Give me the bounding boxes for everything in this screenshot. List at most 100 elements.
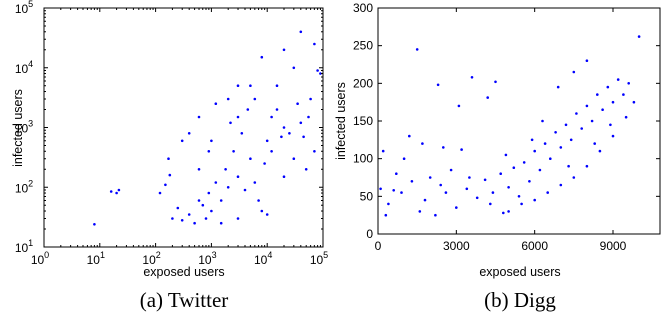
x-tick-label: 102 <box>142 250 160 267</box>
x-tick-label: 3000 <box>443 239 470 253</box>
scatter-point <box>491 191 495 194</box>
scatter-point <box>522 161 526 164</box>
y-tick-label: 104 <box>15 59 33 76</box>
scatter-point <box>265 139 269 143</box>
scatter-point <box>229 121 232 125</box>
scatter-point <box>180 139 184 143</box>
scatter-point <box>572 70 576 74</box>
scatter-point <box>475 196 479 200</box>
scatter-point <box>299 30 303 34</box>
scatter-point <box>418 210 422 213</box>
y-ticks-digg: 0 50 100 150 200 250 300 <box>353 1 660 241</box>
scatter-point <box>210 139 213 143</box>
scatter-point <box>585 59 589 62</box>
scatter-point <box>270 115 273 119</box>
scatter-point <box>402 157 406 160</box>
scatter-point <box>549 157 552 160</box>
scatter-point <box>246 108 250 111</box>
scatter-point <box>483 178 487 182</box>
scatter-point <box>193 221 196 225</box>
scatter-point <box>410 180 414 183</box>
scatter-point <box>280 135 283 139</box>
chart-digg: 0 3000 6000 9000 0 50 100 150 200 250 300 exposed… <box>334 1 661 312</box>
scatter-point <box>494 80 497 84</box>
scatter-point <box>395 172 398 175</box>
y-tick-label: 300 <box>353 1 373 15</box>
y-tick-label: 102 <box>15 178 33 195</box>
scatter-point <box>292 66 296 70</box>
scatter-point <box>601 108 604 111</box>
scatter-point <box>275 108 279 111</box>
plot-frame-twitter <box>43 7 324 248</box>
scatter-point <box>109 190 113 193</box>
scatter-point <box>559 183 563 187</box>
scatter-point <box>428 176 432 179</box>
scatter-point <box>627 82 630 85</box>
scatter-point <box>580 127 583 130</box>
scatter-point <box>236 175 240 178</box>
y-tick-label: 50 <box>360 189 374 203</box>
scatter-point <box>533 149 536 153</box>
scatter-point <box>214 181 218 184</box>
scatter-point <box>299 121 303 125</box>
scatter-point <box>260 55 264 59</box>
scatter-point <box>226 97 230 101</box>
scatter-point <box>219 221 223 225</box>
y-axis-label-digg: infected users <box>334 82 348 160</box>
x-axis-label-digg: exposed users <box>479 265 560 279</box>
scatter-point <box>282 126 286 129</box>
scatter-point <box>520 202 523 206</box>
x-tick-label: 100 <box>31 250 49 267</box>
scatter-point <box>265 213 269 216</box>
scatter-point <box>585 104 589 108</box>
scatter-point <box>507 210 510 213</box>
scatter-point <box>164 183 167 187</box>
scatter-point <box>434 213 437 217</box>
scatter-point <box>387 202 390 206</box>
scatter-point <box>460 148 463 151</box>
scatter-point <box>168 173 172 177</box>
scatter-point <box>282 48 286 52</box>
scatter-point <box>236 217 240 220</box>
y-tick-label: 105 <box>15 0 33 16</box>
scatter-point <box>204 217 208 220</box>
scatter-point <box>158 191 162 195</box>
scatter-point <box>436 83 440 87</box>
scatter-point <box>384 213 388 217</box>
scatter-point <box>257 199 260 202</box>
scatter-point <box>226 186 230 189</box>
y-tick-label: 250 <box>353 39 373 53</box>
scatter-point <box>504 153 508 157</box>
scatter-point <box>187 213 191 216</box>
scatter-point <box>423 198 427 202</box>
scatter-point <box>569 138 573 142</box>
plot-frame-digg <box>377 7 661 235</box>
scatter-point <box>533 198 536 202</box>
scatter-point <box>538 168 542 172</box>
x-ticks-twitter: 100 101 102 103 104 105 <box>31 8 328 267</box>
scatter-point <box>379 187 382 191</box>
scatter-point <box>564 123 568 127</box>
scatter-point <box>207 191 211 195</box>
scatter-point <box>517 195 521 198</box>
scatter-point <box>282 175 286 178</box>
scatter-point <box>632 100 636 104</box>
caption-digg: (b) Digg <box>484 288 556 312</box>
scatter-point <box>457 104 461 108</box>
scatter-point <box>288 132 291 135</box>
scatter-point <box>176 206 180 210</box>
scatter-point <box>616 78 620 81</box>
scatter-point <box>201 203 205 207</box>
scatter-points-digg <box>379 35 641 217</box>
scatter-point <box>392 189 396 192</box>
caption-twitter: (a) Twitter <box>140 288 229 312</box>
scatter-point <box>187 132 191 135</box>
scatter-point <box>253 181 257 184</box>
x-tick-label: 104 <box>254 250 272 267</box>
scatter-point <box>512 166 516 169</box>
scatter-point <box>93 223 96 226</box>
scatter-point <box>609 123 612 127</box>
scatter-point <box>224 168 227 171</box>
